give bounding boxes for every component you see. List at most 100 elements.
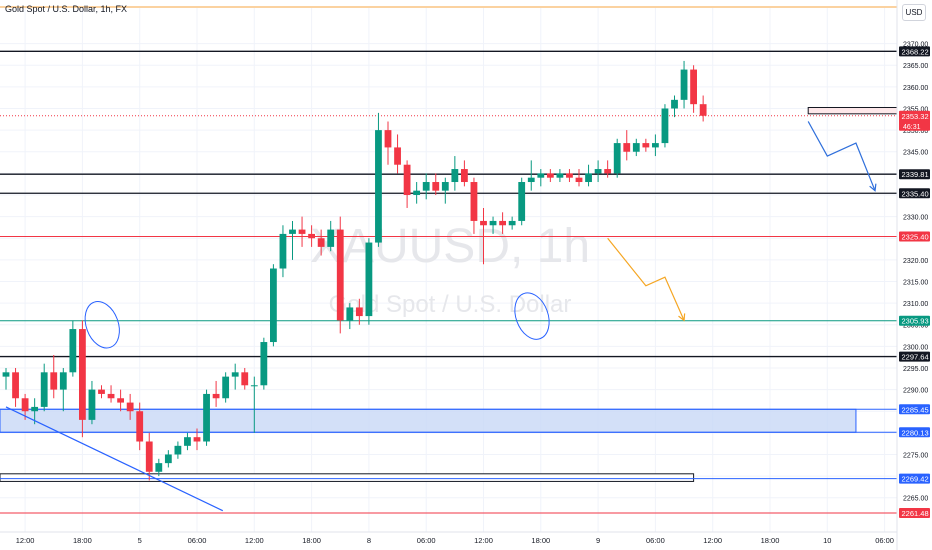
- candle-body: [289, 229, 296, 234]
- zone-price-tag: 2285.45: [902, 405, 929, 414]
- level-price-tag-bg: [899, 473, 930, 484]
- time-tick-label: 18:00: [73, 536, 92, 545]
- candle-body: [575, 177, 583, 183]
- chart-grid: [0, 6, 897, 532]
- candle-body: [499, 220, 506, 226]
- price-tick-label: 2305.00: [903, 323, 928, 330]
- price-tick-label: 2315.00: [903, 279, 928, 286]
- price-tick-label: 2370.00: [903, 42, 928, 49]
- price-tick-label: 2345.00: [903, 150, 928, 157]
- candle-body: [661, 108, 669, 144]
- candle-body: [317, 238, 325, 247]
- candle-body: [537, 173, 545, 178]
- price-tick-label: 2295.00: [903, 366, 928, 373]
- peak-circle: [84, 301, 120, 349]
- candle-body: [336, 229, 344, 321]
- currency-button[interactable]: USD: [902, 4, 926, 21]
- time-tick-label: 06:00: [875, 536, 894, 545]
- candle-body: [21, 398, 29, 412]
- level-price-tag-bg: [899, 169, 930, 180]
- level-price-tag-bg: [899, 427, 930, 438]
- price-tick-label: 2265.00: [903, 496, 928, 503]
- level-price-tag-bg: [899, 46, 930, 57]
- candle-body: [375, 130, 382, 243]
- candle-body: [489, 220, 497, 226]
- support-box: [0, 473, 695, 482]
- candle-body: [403, 164, 411, 195]
- time-tick-label: 8: [367, 536, 371, 545]
- time-tick-label: 10: [823, 536, 831, 545]
- candle-body: [365, 242, 373, 317]
- candle-body: [164, 454, 172, 464]
- price-tick-label: 2290.00: [903, 388, 928, 395]
- time-axis[interactable]: 12:00 18:00 5 06:00 12:00 18:00 8 06:00 12:00 18:…: [16, 536, 894, 545]
- candle-body: [585, 173, 592, 183]
- candle-body: [260, 342, 268, 386]
- candle-body: [222, 376, 230, 399]
- candle-body: [174, 445, 182, 455]
- candle-body: [241, 372, 249, 386]
- candle-body: [699, 104, 707, 116]
- level-price-tag: 2305.93: [902, 317, 929, 326]
- candle-body: [355, 307, 363, 317]
- price-tick-label: 2365.00: [903, 63, 928, 70]
- level-price-tag: 2325.40: [902, 233, 929, 242]
- candle-body: [470, 182, 478, 221]
- candle-body: [556, 173, 564, 178]
- candle-body: [31, 406, 39, 412]
- candle-body: [50, 372, 58, 390]
- candle-body: [480, 220, 487, 226]
- candle-body: [88, 389, 96, 420]
- level-price-tag: 2368.22: [902, 47, 929, 56]
- time-tick-label: 06:00: [417, 536, 436, 545]
- demand-zone: [0, 408, 857, 433]
- time-tick-label: 5: [138, 536, 142, 545]
- candle-body: [680, 69, 688, 100]
- orange-arrow-head: [678, 313, 686, 322]
- candle-body: [40, 372, 48, 407]
- drawings-layer: [5, 121, 877, 512]
- candle-body: [441, 182, 449, 191]
- watermark-ticker: XAUUSD, 1h: [310, 220, 590, 273]
- candle-body: [632, 143, 640, 152]
- candle-body: [2, 372, 10, 377]
- time-tick-label: 18:00: [531, 536, 550, 545]
- orange-arrow: [607, 237, 685, 321]
- price-tick-label: 2320.00: [903, 258, 928, 265]
- level-price-tag: 2339.81: [902, 170, 929, 179]
- candle-body: [145, 441, 153, 472]
- last-price-tag: 2353.32: [902, 112, 929, 121]
- candle-body: [346, 307, 354, 321]
- candle-body: [279, 233, 287, 269]
- symbol-title[interactable]: Gold Spot / U.S. Dollar, 1h, FX: [5, 4, 128, 14]
- price-tick-label: 2300.00: [903, 344, 928, 351]
- candle-body: [642, 143, 650, 148]
- price-labels: 2368.22 2339.81 2335.40 2325.40 2305.93 2297.…: [899, 46, 930, 518]
- supply-box: [807, 106, 932, 115]
- candle-body: [270, 268, 277, 343]
- time-tick-label: 9: [596, 536, 600, 545]
- level-price-tag: 2335.40: [902, 189, 929, 198]
- level-price-tag: 2261.48: [902, 509, 929, 518]
- candle-body: [298, 229, 306, 234]
- candle-body: [613, 143, 621, 174]
- candle-body: [594, 169, 602, 174]
- candle-body: [12, 372, 19, 399]
- time-tick-label: 12:00: [703, 536, 722, 545]
- candle-body: [98, 389, 105, 394]
- candle-body: [79, 329, 86, 420]
- price-tick-label: 2310.00: [903, 301, 928, 308]
- blue-arrow: [807, 121, 876, 191]
- time-tick-label: 12:00: [245, 536, 264, 545]
- candle-body: [212, 393, 220, 399]
- candle-body: [413, 190, 421, 195]
- level-price-tag: 2297.64: [902, 353, 929, 362]
- candle-body: [117, 398, 124, 403]
- candle-body: [394, 147, 401, 165]
- level-price-tag-bg: [899, 188, 930, 199]
- candle-body: [432, 182, 440, 191]
- candle-body: [690, 69, 697, 105]
- candle-body: [59, 372, 67, 390]
- candle-body: [184, 437, 191, 446]
